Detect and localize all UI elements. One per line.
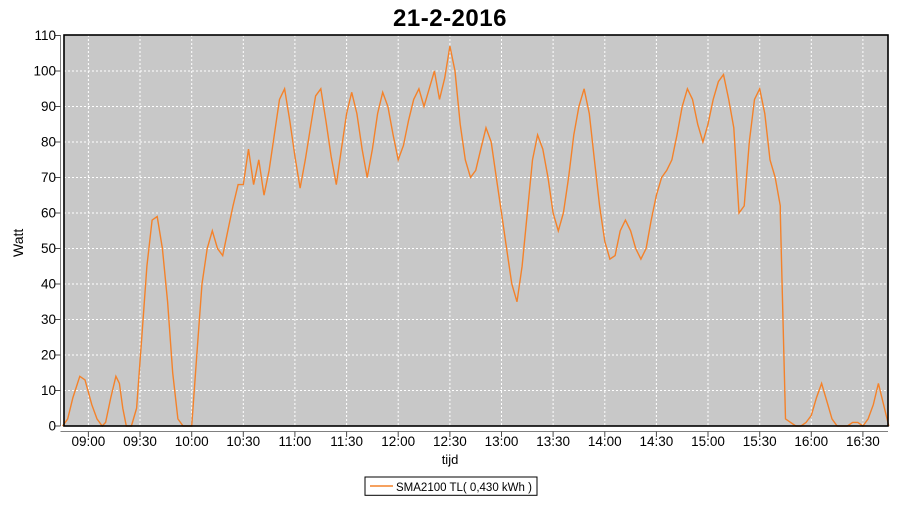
svg-text:15:00: 15:00 bbox=[691, 434, 725, 449]
svg-text:14:30: 14:30 bbox=[640, 434, 674, 449]
svg-text:90: 90 bbox=[41, 99, 56, 114]
svg-text:11:30: 11:30 bbox=[330, 434, 363, 449]
svg-text:50: 50 bbox=[41, 241, 56, 256]
svg-text:13:30: 13:30 bbox=[536, 434, 570, 449]
svg-text:10:00: 10:00 bbox=[175, 434, 209, 449]
svg-text:16:30: 16:30 bbox=[846, 434, 880, 449]
svg-text:09:00: 09:00 bbox=[72, 434, 106, 449]
svg-text:09:30: 09:30 bbox=[123, 434, 157, 449]
svg-text:12:00: 12:00 bbox=[381, 434, 415, 449]
svg-text:30: 30 bbox=[41, 312, 56, 327]
svg-text:14:00: 14:00 bbox=[588, 434, 622, 449]
svg-text:10:30: 10:30 bbox=[226, 434, 260, 449]
svg-text:100: 100 bbox=[33, 64, 56, 79]
svg-text:20: 20 bbox=[41, 348, 56, 363]
svg-text:80: 80 bbox=[41, 135, 56, 150]
svg-text:40: 40 bbox=[41, 277, 56, 292]
svg-text:70: 70 bbox=[41, 170, 56, 185]
svg-text:11:00: 11:00 bbox=[279, 434, 312, 449]
svg-text:60: 60 bbox=[41, 206, 56, 221]
svg-text:13:00: 13:00 bbox=[485, 434, 519, 449]
svg-text:16:00: 16:00 bbox=[794, 434, 828, 449]
svg-text:15:30: 15:30 bbox=[743, 434, 777, 449]
svg-text:SMA2100 TL( 0,430 kWh ): SMA2100 TL( 0,430 kWh ) bbox=[396, 482, 532, 494]
svg-text:12:30: 12:30 bbox=[433, 434, 467, 449]
svg-text:10: 10 bbox=[41, 383, 56, 398]
svg-text:0: 0 bbox=[48, 419, 56, 434]
